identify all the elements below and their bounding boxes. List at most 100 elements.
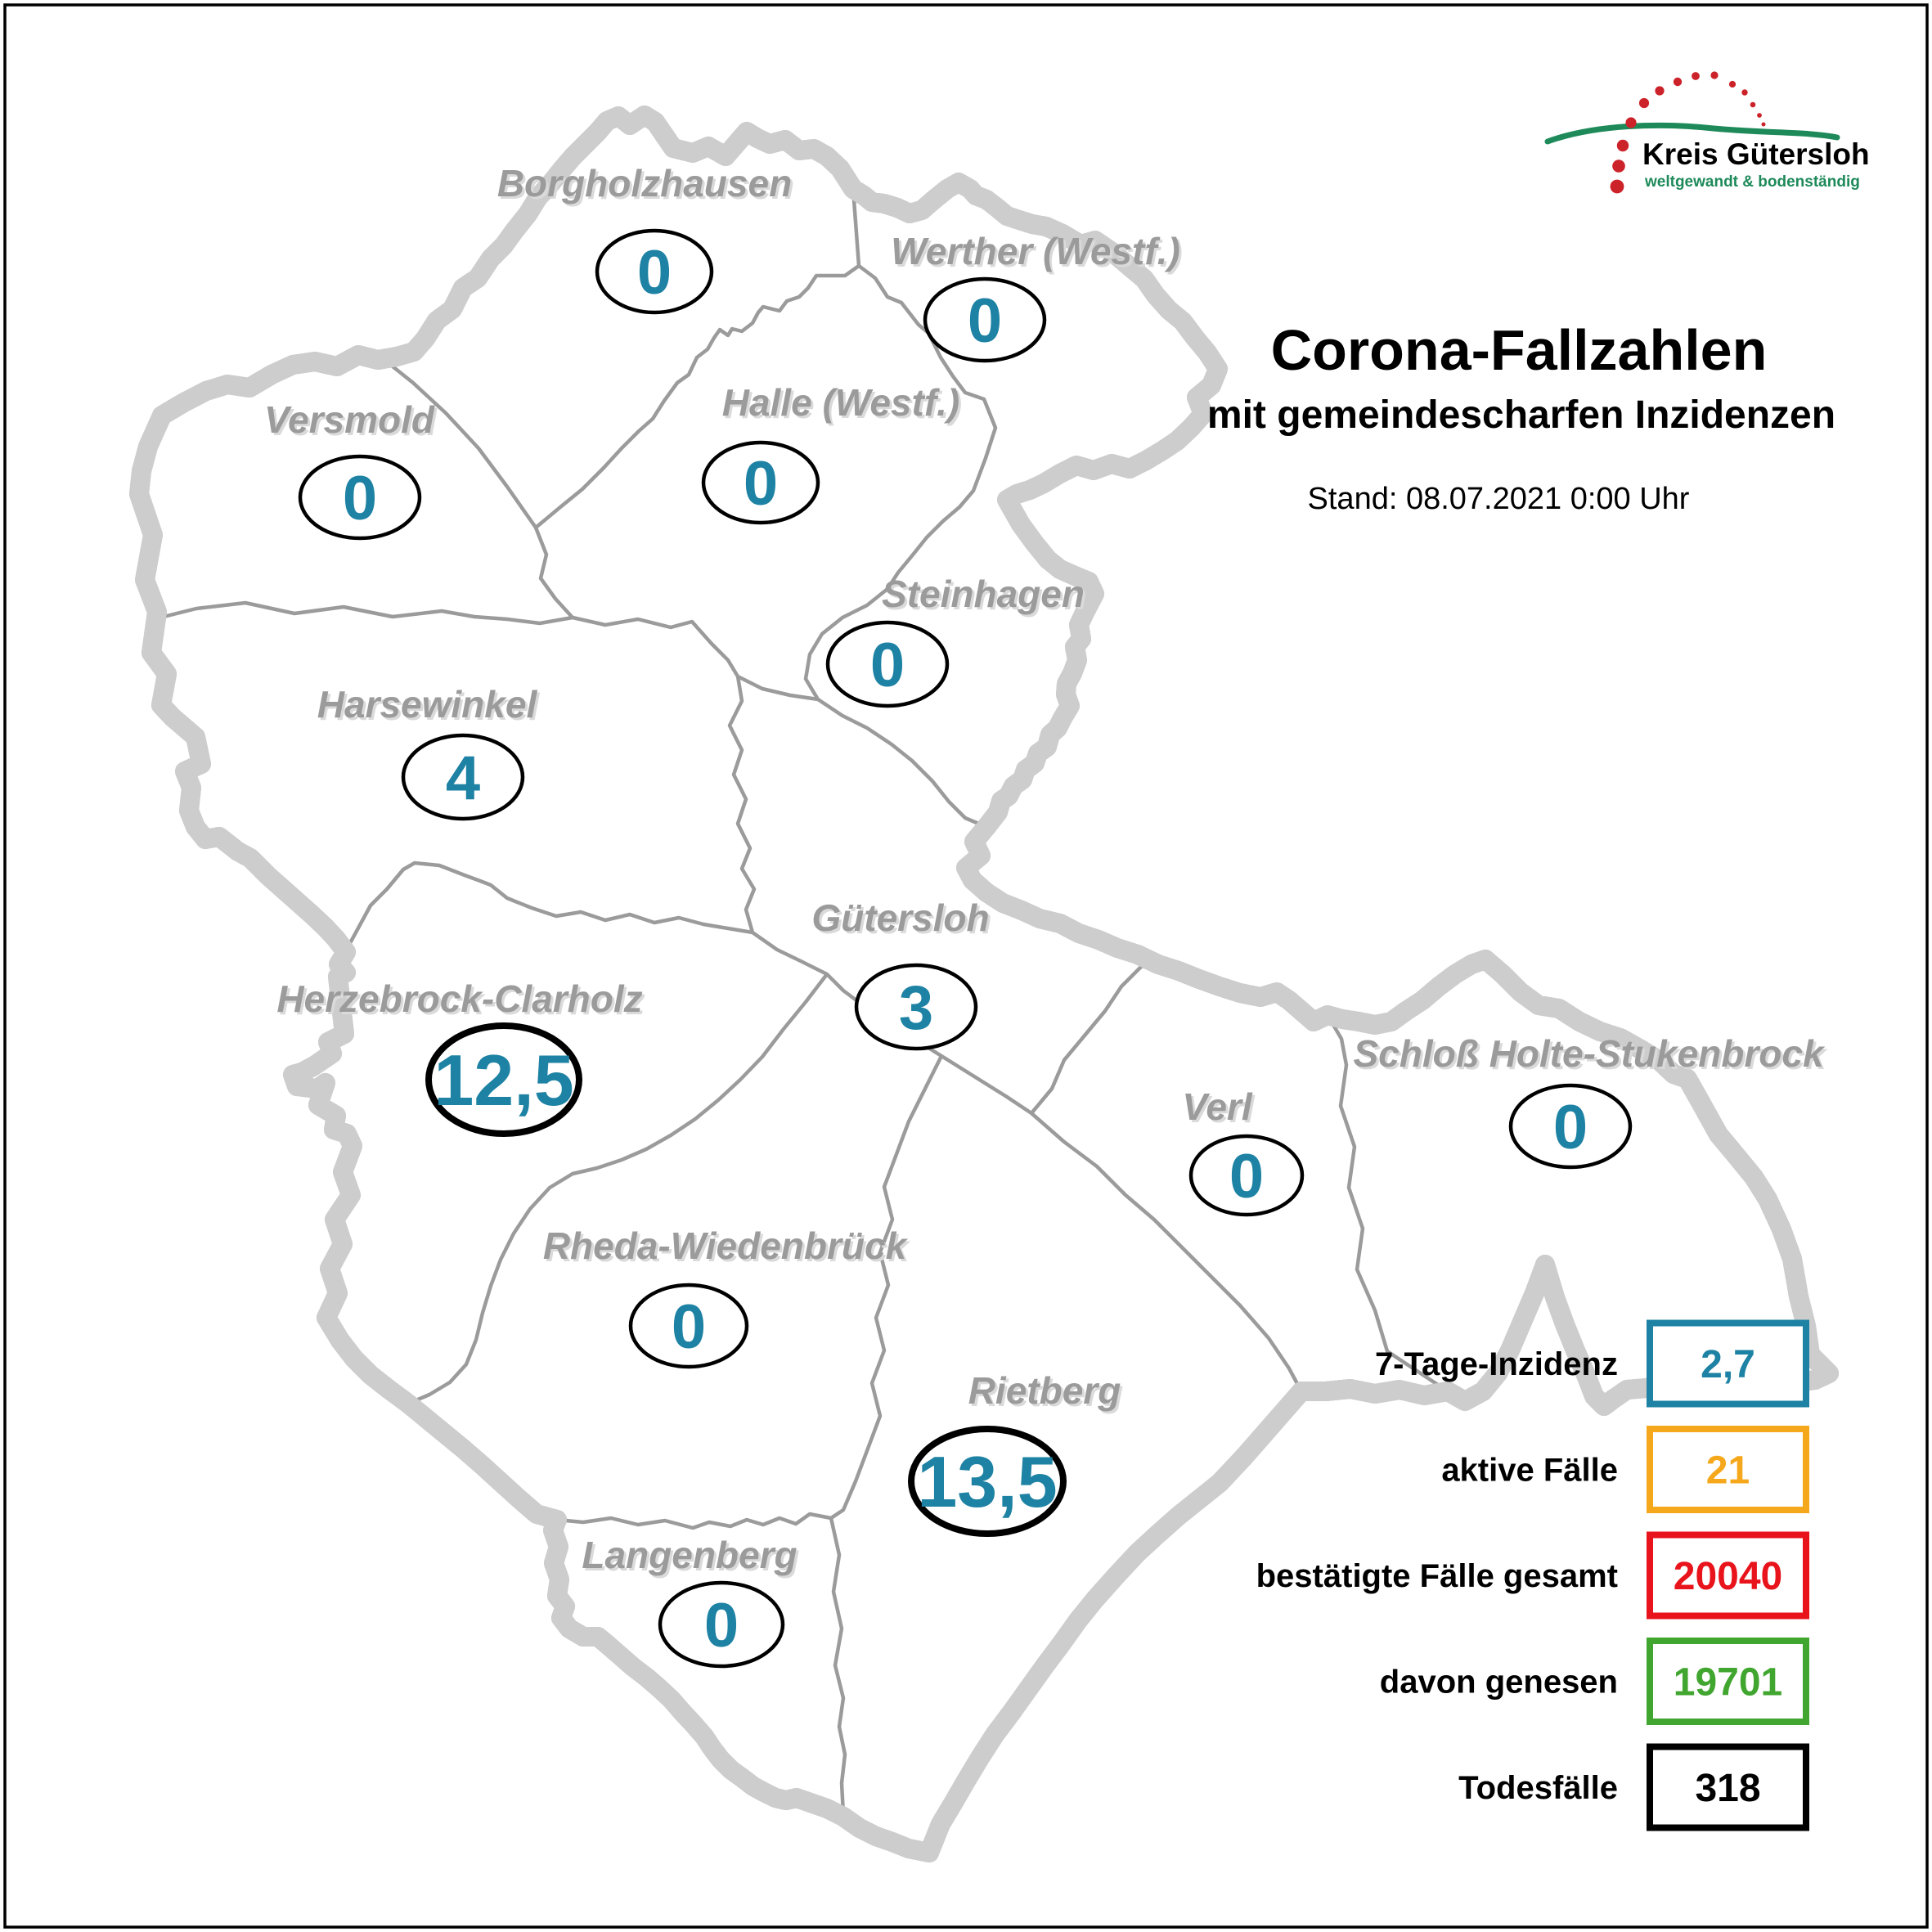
legend-value-box	[1647, 1743, 1809, 1831]
legend-row-orange: aktive Fälle 21	[1441, 1426, 1809, 1513]
logo-dot-icon	[1757, 113, 1762, 118]
logo-dot-icon	[1612, 160, 1625, 173]
legend-value-box	[1647, 1426, 1809, 1513]
incidence-ellipse	[701, 440, 820, 525]
logo-name: Kreis Gütersloh	[1642, 137, 1870, 171]
kreis-guetersloh-logo: Kreis Gütersloh weltgewandt & bodenständ…	[1544, 71, 1870, 194]
incidence-ellipse	[628, 1283, 749, 1369]
municipality-herzebrock-clarholz: Herzebrock-ClarholzHerzebrock-Clarholz12…	[276, 977, 645, 1137]
municipality-label-shadow: Halle (Westf.)	[725, 384, 963, 426]
logo-tagline: weltgewandt & bodenständig	[1644, 173, 1860, 191]
header-block: Corona-Fallzahlen mit gemeindescharfen I…	[1207, 318, 1835, 516]
legend-value-box	[1647, 1531, 1809, 1620]
incidence-value: 0	[637, 238, 672, 308]
municipality-label-shadow: Langenberg	[584, 1536, 799, 1579]
incidence-value: 3	[899, 973, 933, 1043]
incidence-ellipse	[425, 1022, 582, 1137]
incidence-ellipse	[825, 620, 950, 708]
incidence-ellipse	[1508, 1083, 1633, 1170]
logo-dot-icon	[1728, 80, 1737, 88]
logo-dot-icon	[1692, 72, 1700, 80]
legend-value: 318	[1695, 1767, 1760, 1810]
municipality-label-shadow: Werther (Westf.)	[893, 232, 1183, 275]
municipality-label: Werther (Westf.)	[891, 230, 1180, 272]
incidence-value: 12,5	[434, 1040, 573, 1121]
municipality-label: Harsewinkel	[317, 683, 538, 726]
logo-dot-icon	[1741, 89, 1748, 96]
legend-value: 20040	[1674, 1555, 1782, 1598]
incidence-value: 0	[343, 464, 377, 533]
municipality-label-shadow: Schloß Holte-Stukenbrock	[1355, 1035, 1827, 1077]
municipality-label-shadow: Steinhagen	[884, 575, 1087, 618]
legend-row-red: bestätigte Fälle gesamt 20040	[1256, 1531, 1809, 1620]
municipality-label-shadow: Versmold	[267, 401, 438, 443]
incidence-ellipse	[595, 228, 714, 315]
logo-dot-icon	[1761, 122, 1766, 127]
municipality-label-shadow: Rheda-Wiedenbrück	[546, 1227, 911, 1269]
legend-value: 2,7	[1701, 1343, 1755, 1386]
municipality-label: Versmold	[264, 398, 435, 441]
municipality-label-shadow: Harsewinkel	[320, 685, 541, 728]
logo-dot-icon	[1655, 86, 1665, 96]
legend-value-box	[1647, 1638, 1809, 1725]
municipality-label: Steinhagen	[882, 573, 1085, 615]
municipality-label: Herzebrock-Clarholz	[276, 977, 642, 1020]
municipality-label-shadow: Herzebrock-Clarholz	[279, 980, 645, 1022]
municipality-label-shadow: Verl	[1184, 1088, 1255, 1130]
municipality-label: Verl	[1182, 1085, 1252, 1128]
page-subtitle: mit gemeindescharfen Inzidenzen	[1207, 393, 1835, 437]
municipality-label: Halle (Westf.)	[722, 381, 960, 424]
legend-row-teal: 7-Tage-Inzidenz 2,7	[1375, 1319, 1809, 1408]
legend-row-label: bestätigte Fälle gesamt	[1256, 1558, 1618, 1594]
logo-dot-icon	[1710, 71, 1719, 79]
municipality-label: Rietberg	[968, 1369, 1121, 1412]
municipality-label-shadow: Rietberg	[971, 1372, 1124, 1414]
logo-dot-icon	[1616, 139, 1629, 152]
legend-row-label: Todesfälle	[1458, 1770, 1618, 1806]
incidence-value: 0	[704, 1591, 739, 1660]
legend-value-box	[1647, 1319, 1809, 1408]
legend-value: 19701	[1674, 1661, 1782, 1705]
municipality-halle-westf-: Halle (Westf.)Halle (Westf.)0	[701, 381, 963, 525]
logo-dot-icon	[1673, 77, 1683, 87]
legend-row-label: 7-Tage-Inzidenz	[1375, 1346, 1618, 1382]
incidence-value: 13,5	[917, 1441, 1057, 1522]
incidence-value: 4	[446, 744, 480, 813]
incidence-value: 0	[968, 286, 1002, 356]
municipality-werther-westf-: Werther (Westf.)Werther (Westf.)0	[891, 230, 1183, 363]
municipality-label-shadow: Gütersloh	[814, 899, 991, 941]
incidence-value: 0	[672, 1292, 706, 1362]
incidence-value: 0	[1553, 1093, 1588, 1162]
incidence-ellipse	[908, 1426, 1067, 1537]
incidence-ellipse	[1188, 1134, 1305, 1217]
image-frame	[3, 3, 1929, 1929]
legend-row-label: aktive Fälle	[1441, 1453, 1618, 1489]
logo-dots-arc-icon	[1610, 71, 1766, 194]
logo-dot-icon	[1610, 179, 1624, 194]
municipality-label: Langenberg	[582, 1534, 797, 1576]
municipality-label: Rheda-Wiedenbrück	[543, 1224, 909, 1267]
municipality-label: Borgholzhausen	[497, 162, 792, 204]
municipality-label: Schloß Holte-Stukenbrock	[1353, 1032, 1825, 1075]
legend-value: 21	[1706, 1449, 1750, 1493]
legend: 7-Tage-Inzidenz 2,7 aktive Fälle 21 bestätig…	[1256, 1319, 1809, 1831]
logo-dot-icon	[1625, 117, 1637, 128]
logo-dot-icon	[1638, 97, 1650, 109]
logo-dot-icon	[1750, 101, 1756, 108]
incidence-value: 0	[744, 449, 778, 519]
municipality-label-shadow: Borgholzhausen	[500, 164, 794, 207]
page-title: Corona-Fallzahlen	[1271, 318, 1768, 382]
incidence-value: 0	[1229, 1142, 1264, 1211]
